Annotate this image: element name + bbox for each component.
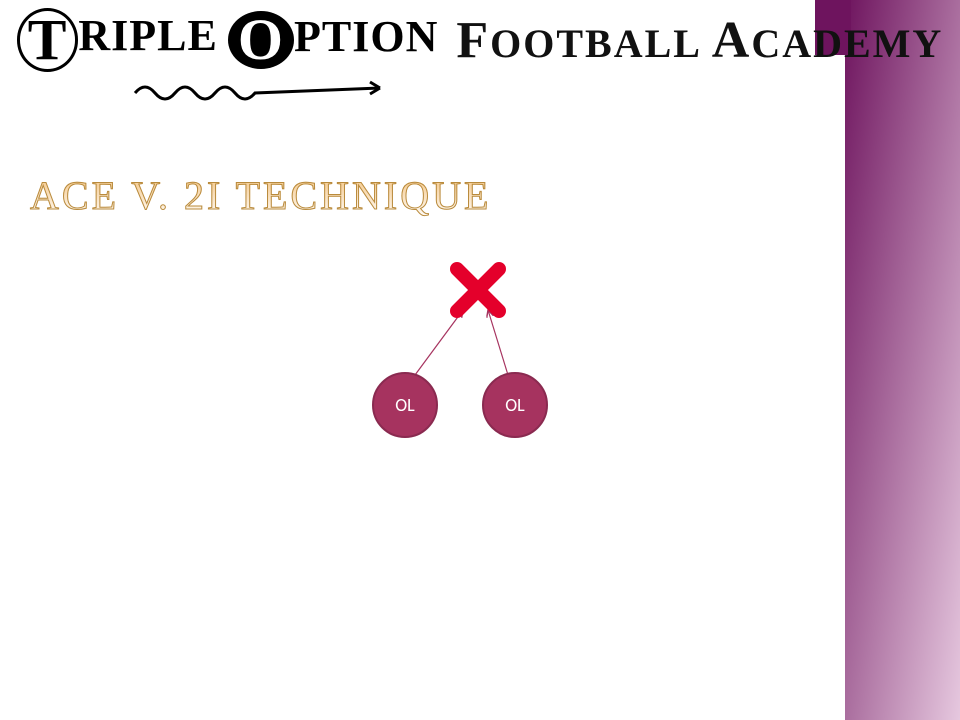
brand-word-football-academy: Football Academy <box>456 11 943 70</box>
side-gradient-svg <box>845 0 960 720</box>
brand-fa-1: ootball <box>490 21 700 66</box>
brand-squiggle-arrow-icon <box>130 78 430 108</box>
brand-part2-rest: PTION <box>294 12 438 61</box>
play-diagram-svg: OL OL <box>320 260 620 460</box>
brand-word-option: OPTION <box>228 11 438 70</box>
diagram-nodes: OL OL <box>373 269 547 437</box>
brand-line: TRIPLE OPTION Football Academy <box>17 8 944 72</box>
play-diagram: OL OL <box>320 260 620 460</box>
brand-part1-rest: RIPLE <box>78 11 217 60</box>
slide: TRIPLE OPTION Football Academy Ace v. 2i… <box>0 0 960 720</box>
defender-x-icon <box>457 269 499 311</box>
brand-word-triple: TRIPLE <box>17 8 218 72</box>
diagram-edge <box>415 310 463 375</box>
slide-title: Ace v. 2i Technique <box>30 172 491 219</box>
ol-node-label: OL <box>395 394 415 416</box>
side-gradient-bar <box>845 0 960 720</box>
brand-fa-2: cademy <box>751 21 943 66</box>
ol-node: OL <box>373 373 437 437</box>
ol-node-label: OL <box>505 394 525 416</box>
ol-node: OL <box>483 373 547 437</box>
brand-header: TRIPLE OPTION Football Academy <box>0 8 960 72</box>
diagram-edge <box>488 310 508 375</box>
diagram-edges <box>415 310 508 375</box>
